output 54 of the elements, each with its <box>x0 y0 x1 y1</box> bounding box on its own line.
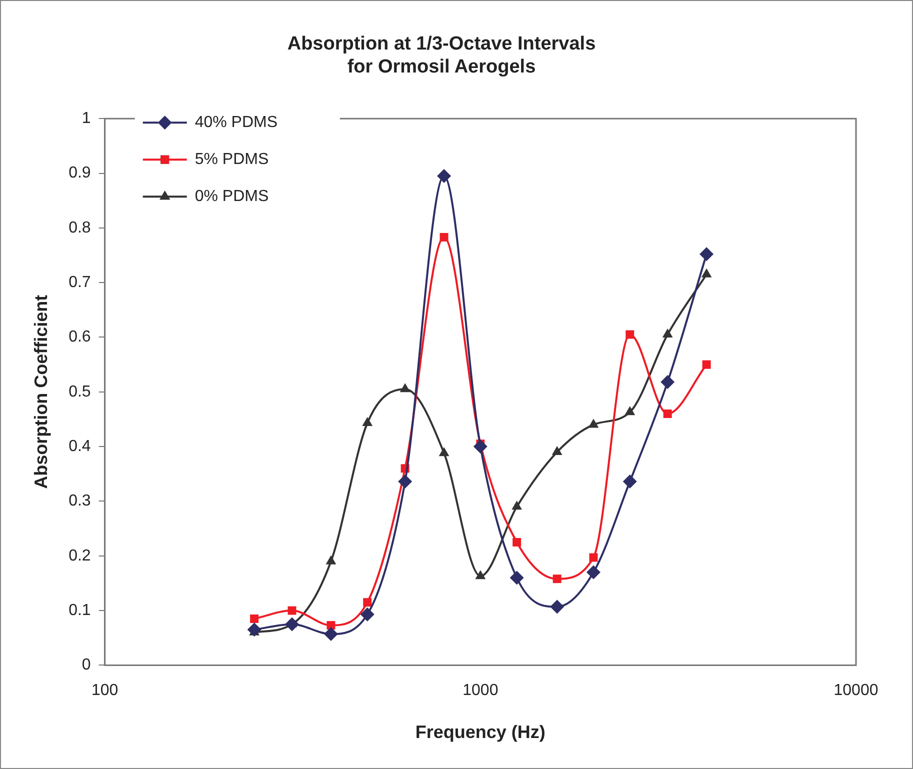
point <box>512 538 522 546</box>
y-tick-label: 0.5 <box>68 383 91 400</box>
point <box>701 268 712 278</box>
point <box>660 375 675 390</box>
point <box>552 574 562 584</box>
y-tick-label: 0.1 <box>68 602 91 619</box>
point <box>438 447 450 456</box>
point <box>250 614 259 623</box>
point <box>400 383 410 392</box>
legend-label: 5% PDMS <box>194 151 269 168</box>
point <box>588 418 599 428</box>
point <box>398 474 412 489</box>
point <box>622 474 637 489</box>
chart-title: Absorption at 1/3-Octave Intervals for Ormosil Aerogels <box>287 34 596 78</box>
y-tick-label: 0.9 <box>68 164 91 182</box>
y-tick-label: 1 <box>82 110 91 128</box>
x-tick-label: 100 <box>91 682 118 700</box>
point <box>440 232 448 242</box>
point <box>360 607 374 622</box>
legend-label: 40% PDMS <box>194 114 278 132</box>
point <box>552 446 562 456</box>
point <box>363 598 372 607</box>
y-tick-label: 0.8 <box>68 219 91 236</box>
y-tick-label: 0 <box>82 656 91 674</box>
point <box>586 565 600 580</box>
point <box>362 417 373 426</box>
y-tick-label: 0.4 <box>68 438 91 455</box>
point <box>247 622 262 637</box>
point <box>702 360 711 369</box>
point <box>288 606 296 615</box>
point <box>663 410 672 418</box>
point <box>475 570 486 580</box>
point <box>324 627 338 642</box>
point <box>326 621 336 630</box>
point <box>326 555 336 564</box>
point <box>662 328 673 338</box>
y-tick-label: 0.2 <box>68 547 91 564</box>
y-tick-label: 0.7 <box>68 274 91 291</box>
point <box>473 440 488 454</box>
y-tick-label: 0.3 <box>68 492 91 510</box>
point <box>284 617 299 632</box>
point <box>510 570 524 585</box>
point <box>589 553 598 562</box>
point <box>437 168 452 183</box>
y-axis-title: Absorption Coefficient <box>30 294 51 489</box>
legend-label: 0% PDMS <box>194 188 269 206</box>
x-axis-title: Frequency (Hz) <box>415 722 546 742</box>
point <box>624 406 636 416</box>
y-tick-label: 0.6 <box>68 328 91 346</box>
point <box>512 500 522 510</box>
point <box>700 247 714 262</box>
x-tick-label: 1000 <box>462 682 498 700</box>
x-tick-label: 10000 <box>834 682 878 700</box>
point <box>626 330 634 339</box>
